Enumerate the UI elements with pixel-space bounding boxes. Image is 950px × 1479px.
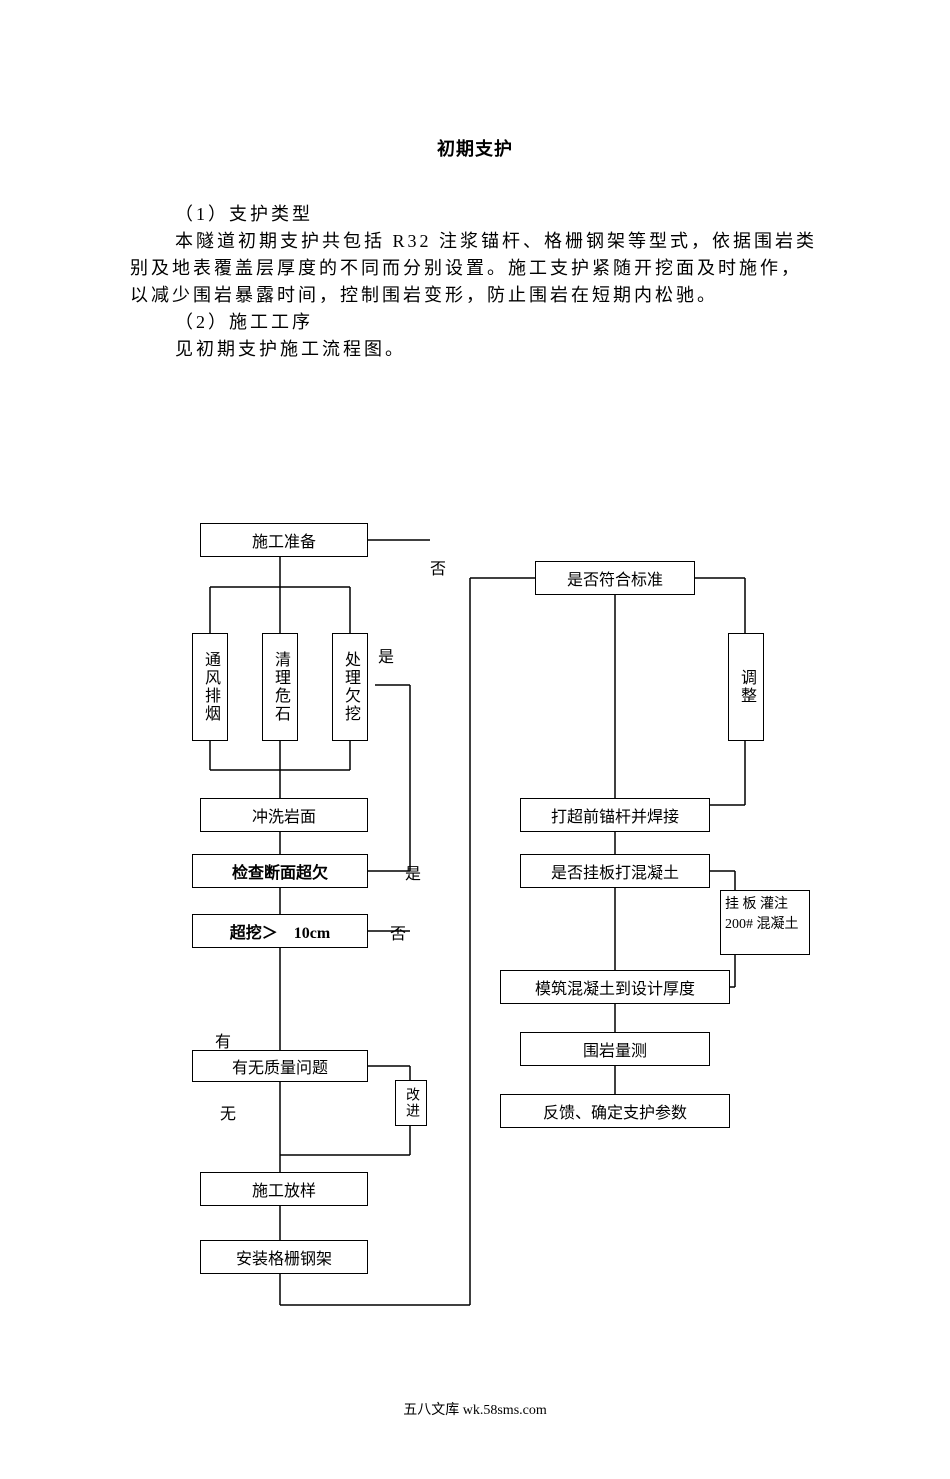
node-quality: 有无质量问题 xyxy=(192,1050,368,1082)
node-clear-rock: 清理危石 xyxy=(262,633,298,741)
section1-heading: （1）支护类型 xyxy=(130,201,820,228)
node-wash: 冲洗岩面 xyxy=(200,798,368,832)
node-over-excav: 超挖＞ 10cm xyxy=(192,914,368,948)
page-title: 初期支护 xyxy=(0,135,950,161)
label-yes1: 是 xyxy=(378,643,394,667)
label-yes2: 是 xyxy=(405,860,421,884)
node-pour-concrete: 挂 板 灌注 200# 混凝土 xyxy=(720,890,810,955)
label-you: 有 xyxy=(215,1028,231,1052)
node-board-concrete: 是否挂板打混凝土 xyxy=(520,854,710,888)
node-measure: 围岩量测 xyxy=(520,1032,710,1066)
footer: 五八文库 wk.58sms.com xyxy=(0,1399,950,1419)
node-std-check: 是否符合标准 xyxy=(535,561,695,595)
node-survey: 施工放样 xyxy=(200,1172,368,1206)
body-text: （1）支护类型 本隧道初期支护共包括 R32 注浆锚杆、格栅钢架等型式，依据围岩… xyxy=(130,201,820,363)
node-anchor: 打超前锚杆并焊接 xyxy=(520,798,710,832)
node-improve: 改进 xyxy=(395,1080,427,1126)
node-prep: 施工准备 xyxy=(200,523,368,557)
node-vent: 通风排烟 xyxy=(192,633,228,741)
node-install-grid: 安装格栅钢架 xyxy=(200,1240,368,1274)
label-wu: 无 xyxy=(220,1100,236,1124)
node-check-section: 检查断面超欠 xyxy=(192,854,368,888)
section2-text: 见初期支护施工流程图。 xyxy=(130,336,820,363)
node-adjust: 调整 xyxy=(728,633,764,741)
label-no2: 否 xyxy=(390,920,406,944)
node-mold: 模筑混凝土到设计厚度 xyxy=(500,970,730,1004)
node-feedback: 反馈、确定支护参数 xyxy=(500,1094,730,1128)
flowchart: 施工准备 通风排烟 清理危石 处理欠挖 冲洗岩面 检查断面超欠 超挖＞ 10cm… xyxy=(180,515,850,1335)
section2-heading: （2）施工工序 xyxy=(130,309,820,336)
label-no1: 否 xyxy=(430,555,446,579)
section1-text: 本隧道初期支护共包括 R32 注浆锚杆、格栅钢架等型式，依据围岩类别及地表覆盖层… xyxy=(130,228,820,309)
node-under-excav: 处理欠挖 xyxy=(332,633,368,741)
